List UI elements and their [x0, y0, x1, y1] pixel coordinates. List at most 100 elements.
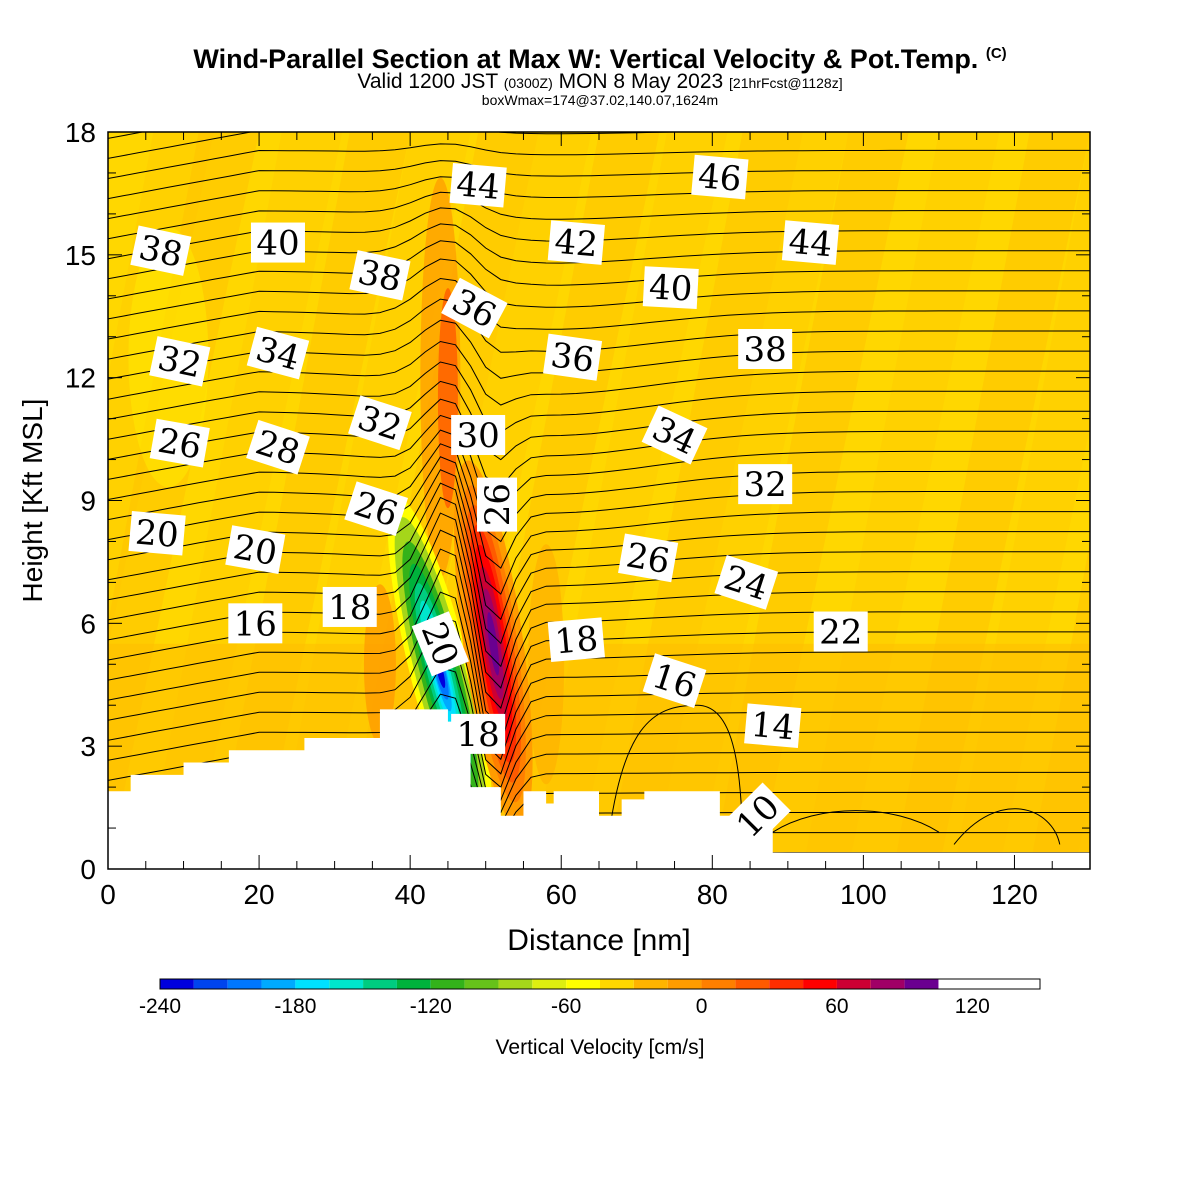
- isentrope-line: [108, 569, 1090, 745]
- isentrope-label-box: [228, 603, 283, 644]
- isentrope-label-text: 46: [696, 156, 743, 200]
- isentrope-label: 34: [246, 326, 310, 380]
- isentrope-label: 40: [250, 222, 305, 264]
- colorbar-tick-label: 0: [696, 995, 708, 1018]
- isentrope-line: [108, 143, 1090, 179]
- isentrope-label-text: 42: [553, 222, 600, 266]
- colorbar-swatch: [329, 979, 364, 989]
- isentrope-label-box: [348, 395, 412, 451]
- isentrope-label: 42: [547, 220, 605, 266]
- isentrope-line: [108, 615, 1090, 775]
- colorbar-swatch: [396, 979, 431, 989]
- colorbar-swatch: [227, 979, 262, 989]
- isentrope-label: 26: [618, 533, 679, 582]
- isentrope-line: [108, 240, 1090, 300]
- colorbar-frame: [159, 978, 1041, 990]
- isentrope-label-box: [477, 477, 518, 532]
- colorbar-swatch: [904, 979, 939, 989]
- isentrope-label-box: [225, 525, 286, 575]
- isentrope-label-text: 40: [256, 224, 299, 264]
- boxwmax-info: boxWmax=174@37.02,140.07,1624m: [481, 92, 719, 108]
- isentrope-line: [108, 666, 1090, 801]
- isentrope-line: [606, 704, 744, 853]
- isentrope-label-box: [691, 154, 749, 200]
- isentrope-label-box: [349, 250, 411, 301]
- isentrope-label-box: [744, 703, 802, 748]
- isentrope-label-box: [130, 225, 192, 276]
- isentrope-label-text: 40: [648, 267, 693, 309]
- isentrope-label-text: 30: [457, 416, 500, 456]
- isentrope-label-box: [543, 333, 603, 381]
- colorbar-swatch: [633, 979, 668, 989]
- y-tick-label: 15: [65, 240, 96, 271]
- colorbar-tick-label: -240: [139, 995, 181, 1018]
- isentrope-label-text: 32: [744, 465, 787, 505]
- valid-date: MON 8 May 2023: [558, 70, 724, 93]
- isentrope-label-box: [642, 653, 707, 709]
- colorbar-swatch: [701, 979, 736, 989]
- isentrope-label: 18: [322, 586, 377, 628]
- isentrope-label: 16: [228, 603, 283, 644]
- colorbar-swatch: [735, 979, 770, 989]
- x-tick-label: 100: [840, 879, 887, 910]
- isentrope-label-text: 14: [749, 705, 796, 749]
- x-tick-label: 40: [395, 879, 426, 910]
- isentrope-line: [108, 443, 1090, 569]
- isentrope-label-box: [547, 220, 605, 265]
- copyright-mark: (C): [985, 45, 1007, 62]
- x-tick-label: 120: [991, 879, 1038, 910]
- colorbar-swatch: [193, 979, 228, 989]
- isentrope-label: 20: [128, 510, 186, 556]
- colorbar-tick-label: -180: [274, 995, 316, 1018]
- isentrope-label-text: 38: [354, 252, 405, 300]
- isentrope-label-box: [250, 222, 305, 263]
- isentrope-label: 40: [642, 266, 699, 310]
- isentrope-line: [108, 361, 1090, 433]
- isentrope-label-text: 22: [819, 613, 862, 653]
- isentrope-line: [108, 591, 1090, 761]
- isentrope-line: [108, 277, 1090, 340]
- velocity-fill: [487, 612, 500, 676]
- velocity-fill: [1074, 787, 1090, 869]
- isentrope-line: [953, 808, 1061, 845]
- isentrope-label-box: [246, 326, 310, 380]
- colorbar-swatch: [566, 979, 600, 989]
- colorbar-tick-label: -120: [410, 995, 452, 1018]
- isentrope-label: 32: [149, 336, 211, 387]
- isentrope-label: 18: [451, 713, 506, 755]
- y-tick-label: 18: [65, 117, 96, 148]
- y-tick-label: 6: [80, 608, 96, 639]
- forecast-info: [21hrFcst@1128z]: [729, 75, 843, 91]
- isentrope-label-box: [449, 162, 507, 208]
- chart-title: Wind-Parallel Section at Max W: Vertical…: [0, 44, 1200, 75]
- isentrope-label: 26: [477, 477, 518, 532]
- isentrope-label-box: [547, 617, 605, 662]
- isentrope-label: 26: [149, 418, 210, 468]
- colorbar-swatch: [295, 979, 330, 989]
- isentrope-label-text: 26: [623, 535, 673, 582]
- y-tick-label: 0: [80, 854, 96, 885]
- isentrope-label: 36: [543, 333, 603, 381]
- colorbar-swatch: [430, 979, 465, 989]
- y-tick-label: 9: [80, 486, 96, 517]
- isentrope-label: 18: [547, 617, 605, 663]
- isentrope-label-text: 44: [787, 222, 834, 266]
- x-tick-label: 0: [100, 879, 116, 910]
- isentrope-label-box: [128, 510, 186, 556]
- isentrope-label: 20: [225, 525, 286, 575]
- isentrope-line: [108, 160, 1090, 200]
- y-tick-label: 3: [80, 731, 96, 762]
- isentrope-label-text: 18: [457, 715, 500, 755]
- isentrope-label: 38: [349, 250, 411, 301]
- x-axis-label: Distance [nm]: [507, 924, 690, 957]
- isentrope-label-box: [781, 220, 840, 265]
- isentrope-label: 32: [738, 464, 793, 505]
- isentrope-label-box: [246, 419, 310, 475]
- colorbar-swatch: [600, 979, 634, 989]
- colorbar-swatch: [363, 979, 397, 989]
- colorbar-swatch: [769, 979, 804, 989]
- isentrope-label-box: [344, 481, 409, 537]
- colorbar-swatch: [464, 979, 499, 989]
- isentrope-line: [108, 512, 1090, 689]
